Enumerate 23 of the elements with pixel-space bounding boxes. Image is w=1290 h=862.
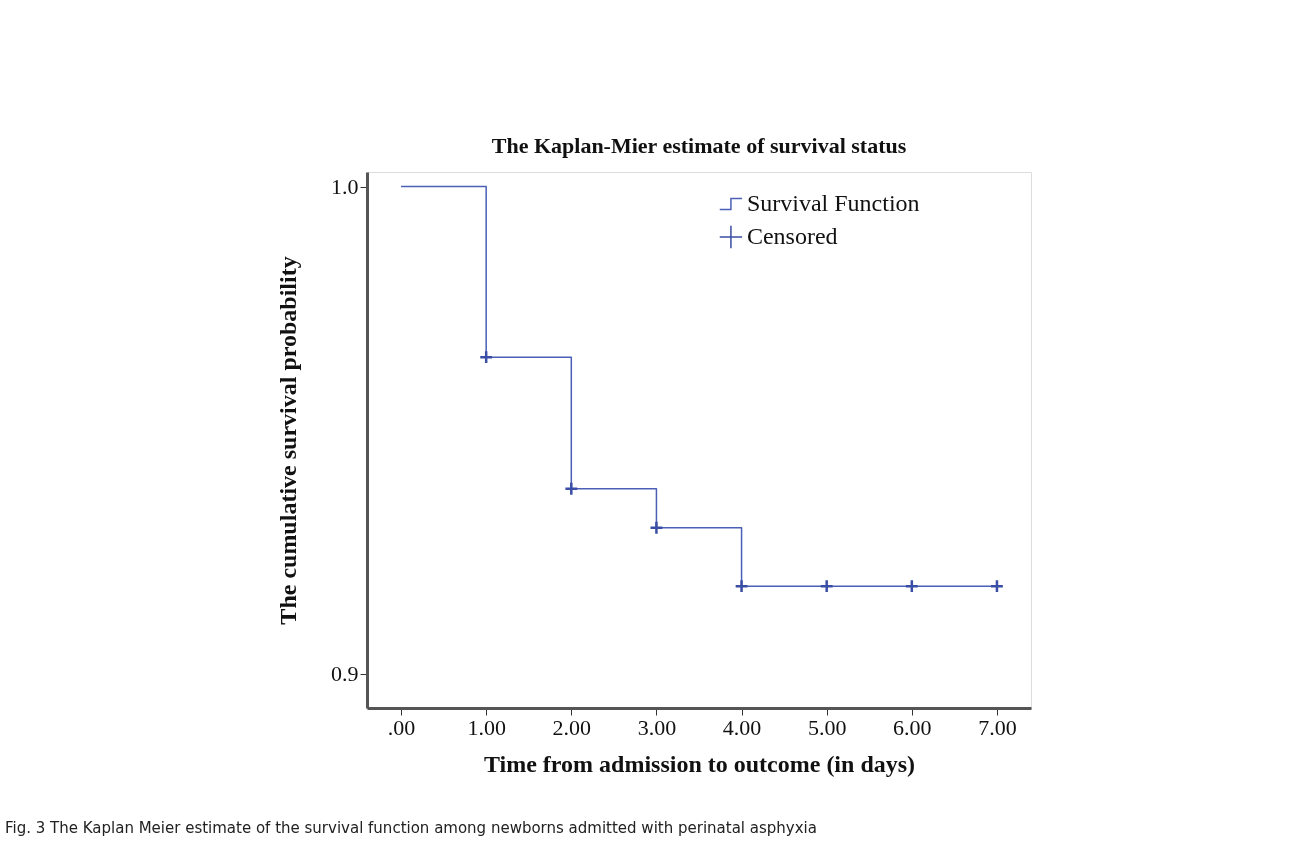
point [649, 520, 664, 535]
x-tick-label: .00 [387, 714, 416, 740]
point [904, 579, 919, 594]
legend-label: Survival Function [746, 190, 920, 216]
caption: Fig. 3 The Kaplan Meier estimate of the survival function among newborns admitted with perinatal asphyxia [5, 819, 817, 837]
point [819, 579, 834, 594]
x-tick-label: 5.00 [807, 714, 847, 740]
legend-label: Censored [746, 223, 838, 249]
chart-title: The Kaplan-Mier estimate of survival status [491, 133, 907, 158]
point [989, 579, 1005, 594]
x-tick-label: 2.00 [552, 714, 592, 740]
point [564, 481, 579, 496]
x-tick-label: 3.00 [637, 714, 677, 740]
x-tick-label: 4.00 [722, 714, 762, 740]
y-tick-label: 1.0 [331, 174, 359, 200]
point [479, 350, 494, 365]
x-tick-label: 7.00 [978, 714, 1017, 740]
x-tick-label: 1.00 [467, 714, 506, 740]
y-axis-title: The cumulative survival probability [275, 256, 301, 625]
x-axis-title: Time from admission to outcome (in days) [483, 750, 916, 777]
y-tick-label: 0.9 [331, 661, 359, 687]
x-tick-label: 6.00 [893, 714, 932, 740]
point [734, 579, 749, 594]
